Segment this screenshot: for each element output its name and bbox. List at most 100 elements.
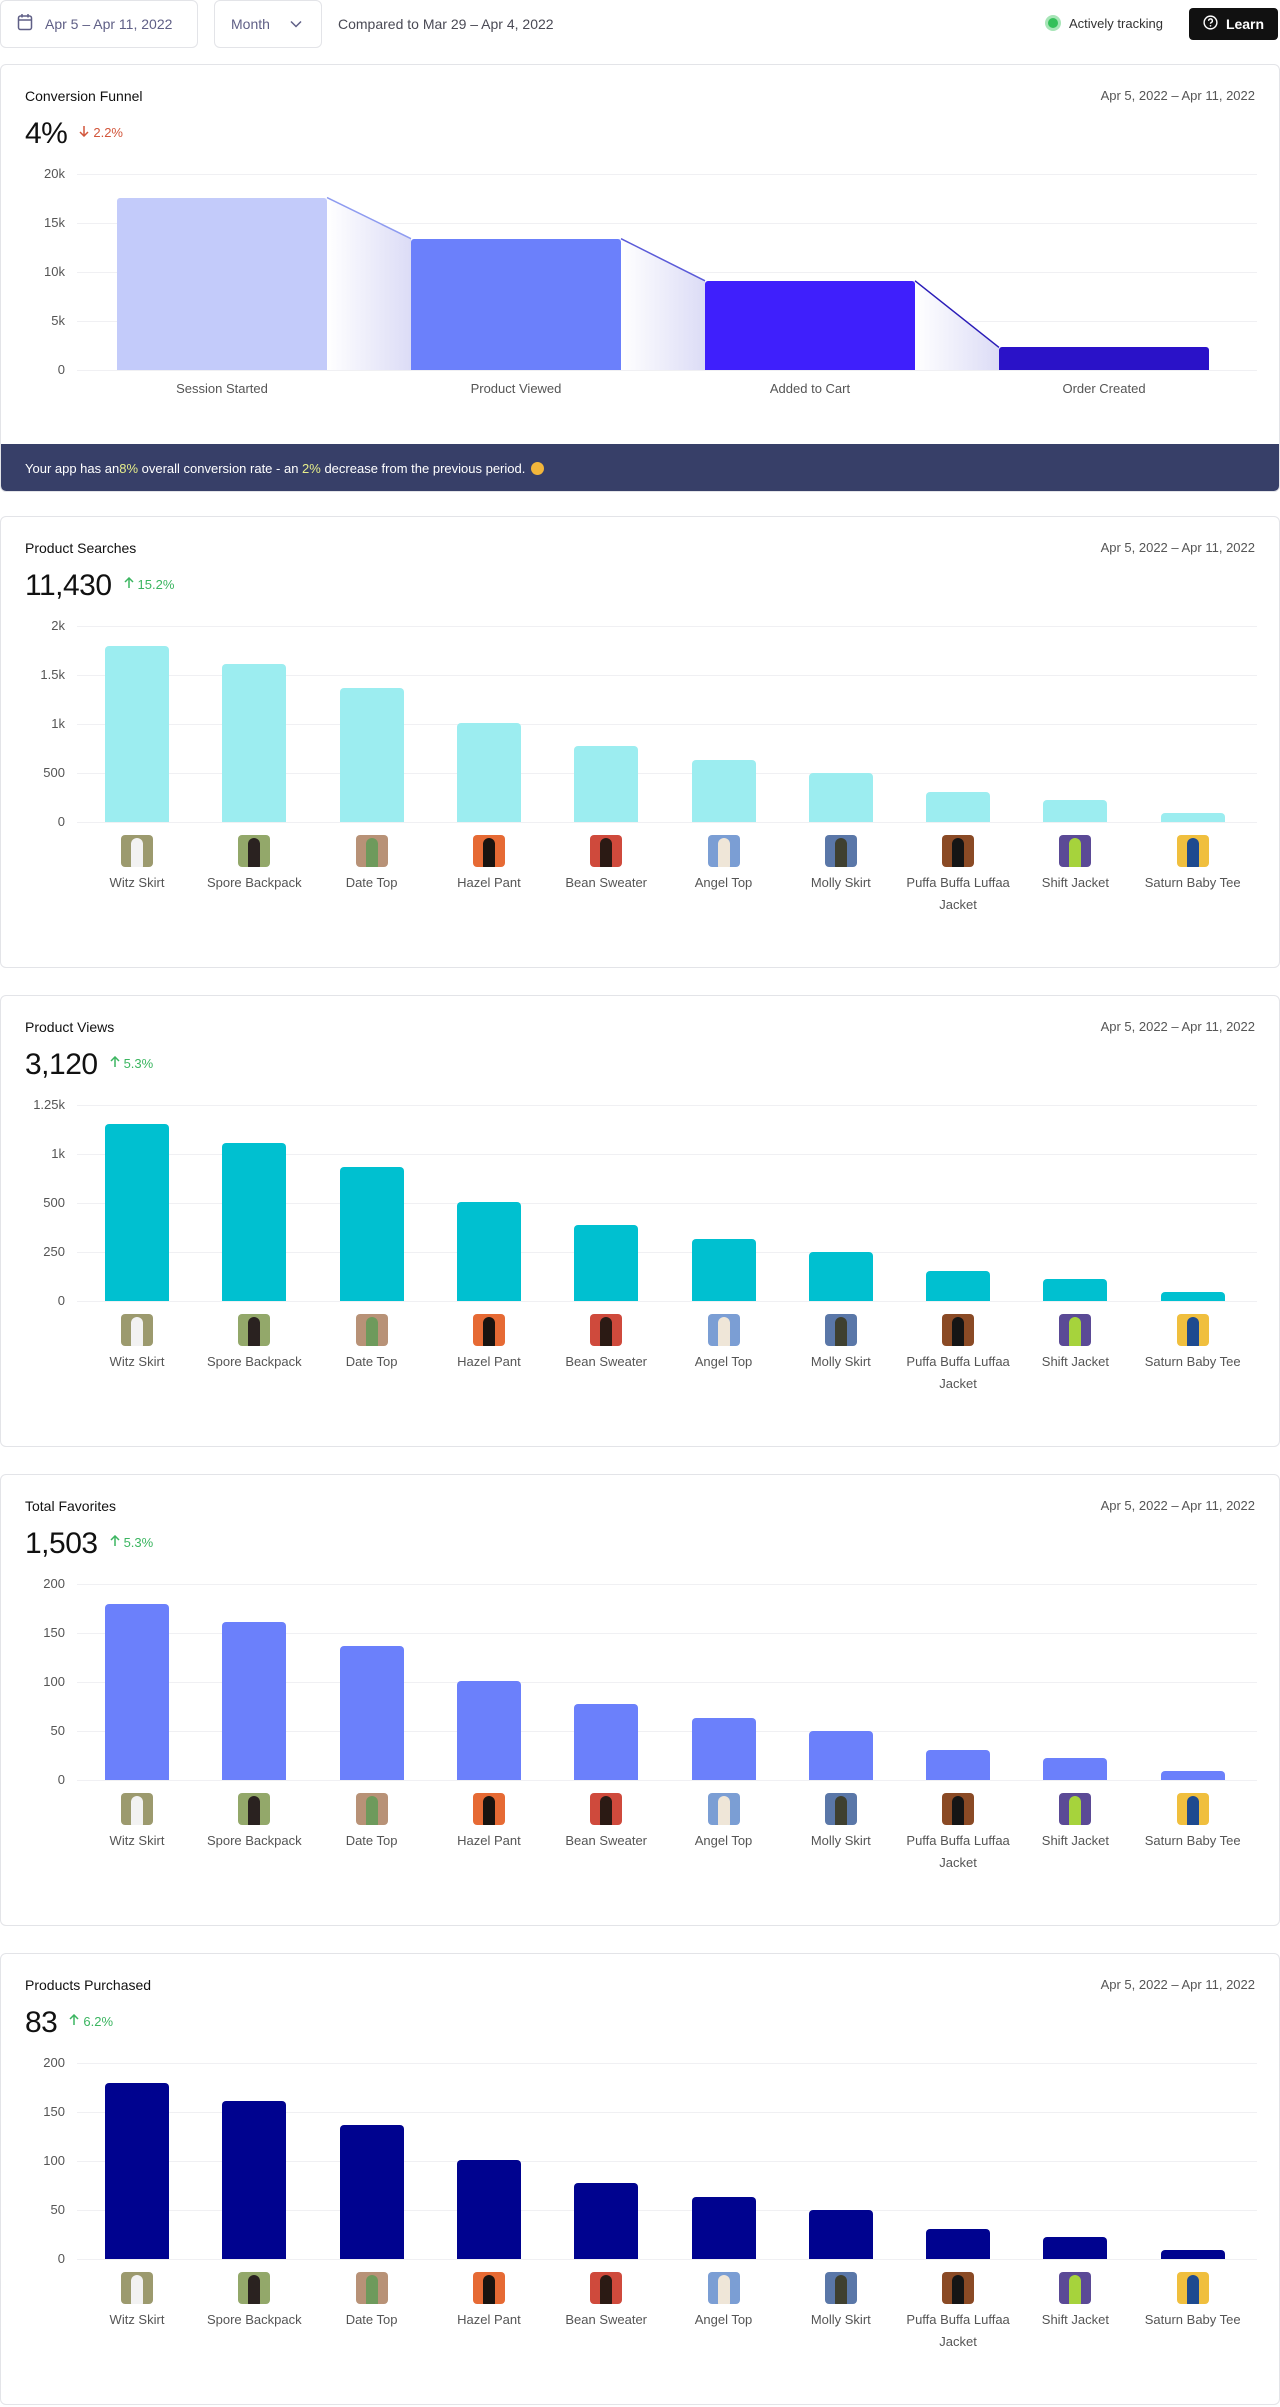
product-image-icon bbox=[131, 1796, 143, 1825]
metric-summary: 4% 2.2% bbox=[25, 117, 123, 151]
gridline bbox=[77, 1105, 1257, 1106]
product-image-icon bbox=[1186, 2275, 1199, 2304]
bar[interactable] bbox=[574, 2182, 639, 2259]
gridline bbox=[77, 223, 1257, 224]
bar[interactable] bbox=[339, 2124, 404, 2259]
product-thumbnail bbox=[942, 1314, 975, 1346]
bar[interactable] bbox=[1160, 1771, 1225, 1780]
gridline bbox=[77, 1780, 1257, 1781]
bar[interactable] bbox=[339, 1645, 404, 1780]
bar[interactable] bbox=[105, 1123, 169, 1301]
product-thumbnail bbox=[121, 2272, 153, 2304]
bar[interactable] bbox=[808, 2210, 873, 2259]
learn-button[interactable]: Learn bbox=[1189, 8, 1278, 40]
bar[interactable] bbox=[1043, 799, 1108, 822]
product-label: Witz Skirt bbox=[109, 875, 165, 890]
bar[interactable] bbox=[808, 1252, 873, 1301]
product-image-icon bbox=[1069, 1317, 1082, 1346]
product-label: Molly Skirt bbox=[810, 1354, 871, 1369]
arrow-down-icon bbox=[79, 125, 89, 140]
bar[interactable] bbox=[339, 687, 404, 822]
period-label: Month bbox=[231, 16, 270, 32]
bar[interactable] bbox=[222, 1142, 287, 1301]
bar[interactable] bbox=[691, 2197, 756, 2259]
card-title: Products Purchased bbox=[25, 1977, 152, 1993]
bar[interactable] bbox=[926, 2228, 991, 2259]
bar[interactable] bbox=[1160, 1292, 1225, 1301]
bar[interactable] bbox=[105, 2082, 169, 2259]
bar[interactable] bbox=[1043, 2237, 1108, 2259]
bar[interactable] bbox=[574, 1703, 639, 1780]
bar[interactable] bbox=[222, 2101, 287, 2259]
product-image-icon bbox=[1186, 838, 1199, 867]
funnel-bar[interactable] bbox=[411, 238, 621, 370]
bar[interactable] bbox=[926, 1749, 991, 1780]
bar[interactable] bbox=[691, 1718, 756, 1780]
gridline bbox=[77, 1203, 1257, 1204]
product-image-icon bbox=[482, 2275, 495, 2304]
bar[interactable] bbox=[456, 2160, 521, 2259]
bar[interactable] bbox=[1043, 1758, 1108, 1780]
gridline bbox=[77, 675, 1257, 676]
product-searches-card: Product Searches Apr 5, 2022 – Apr 11, 2… bbox=[0, 516, 1280, 968]
bar[interactable] bbox=[691, 760, 756, 822]
tracking-status-label: Actively tracking bbox=[1069, 15, 1163, 31]
y-tick-label: 0 bbox=[57, 1772, 65, 1787]
product-thumbnail bbox=[707, 1314, 740, 1346]
product-label: Molly Skirt bbox=[810, 875, 871, 890]
date-range-picker[interactable]: Apr 5 – Apr 11, 2022 bbox=[0, 0, 198, 48]
product-image-icon bbox=[482, 1796, 495, 1825]
funnel-bar[interactable] bbox=[705, 280, 915, 370]
bar[interactable] bbox=[1160, 2250, 1225, 2259]
product-thumbnail bbox=[1059, 1314, 1092, 1346]
metric-summary: 3,120 5.3% bbox=[25, 1048, 153, 1082]
product-image-icon bbox=[1186, 1796, 1199, 1825]
product-image-icon bbox=[1186, 1317, 1199, 1346]
funnel-bar[interactable] bbox=[117, 197, 327, 370]
product-thumbnail bbox=[1176, 1314, 1209, 1346]
bar[interactable] bbox=[456, 1202, 521, 1301]
product-thumbnail bbox=[121, 1314, 153, 1346]
banner-text: Your app has an bbox=[25, 460, 120, 476]
gridline bbox=[77, 2063, 1257, 2064]
bar[interactable] bbox=[808, 773, 873, 822]
gridline bbox=[77, 174, 1257, 175]
metric-summary: 83 6.2% bbox=[25, 2006, 113, 2040]
bar[interactable] bbox=[222, 1622, 287, 1780]
bar[interactable] bbox=[691, 1239, 756, 1301]
status-dot-icon bbox=[1045, 15, 1061, 31]
funnel-bar[interactable] bbox=[999, 347, 1209, 370]
bar[interactable] bbox=[808, 1731, 873, 1780]
bar[interactable] bbox=[456, 723, 521, 822]
bar[interactable] bbox=[105, 645, 169, 822]
bar[interactable] bbox=[574, 745, 639, 822]
product-label: Hazel Pant bbox=[457, 2312, 521, 2327]
product-thumbnail bbox=[1176, 835, 1209, 867]
arrow-up-icon bbox=[110, 1055, 120, 1071]
card-date-range: Apr 5, 2022 – Apr 11, 2022 bbox=[1100, 1019, 1255, 1034]
product-image-icon bbox=[1069, 1796, 1082, 1825]
bar[interactable] bbox=[1043, 1279, 1108, 1301]
product-image-icon bbox=[365, 1317, 378, 1346]
bar[interactable] bbox=[222, 664, 287, 822]
learn-label: Learn bbox=[1225, 16, 1265, 32]
y-tick-label: 0 bbox=[57, 814, 65, 829]
bar[interactable] bbox=[574, 1224, 639, 1301]
period-select[interactable]: Month bbox=[214, 0, 322, 48]
bar[interactable] bbox=[1160, 813, 1225, 822]
bar[interactable] bbox=[926, 1271, 991, 1301]
product-label: Angel Top bbox=[694, 1833, 753, 1848]
comparison-text: Compared to Mar 29 – Apr 4, 2022 bbox=[338, 16, 554, 32]
product-label: Molly Skirt bbox=[810, 1833, 871, 1848]
product-thumbnail bbox=[707, 835, 740, 867]
bar[interactable] bbox=[926, 792, 991, 822]
bar[interactable] bbox=[339, 1166, 404, 1301]
y-tick-label: 0 bbox=[57, 362, 65, 377]
product-thumbnail bbox=[942, 1793, 975, 1825]
product-label: Witz Skirt bbox=[109, 1833, 165, 1848]
bar[interactable] bbox=[105, 1603, 169, 1780]
bar[interactable] bbox=[456, 1681, 521, 1780]
help-circle-icon bbox=[1203, 15, 1218, 33]
product-thumbnail bbox=[355, 835, 388, 867]
product-image-icon bbox=[952, 1796, 965, 1825]
